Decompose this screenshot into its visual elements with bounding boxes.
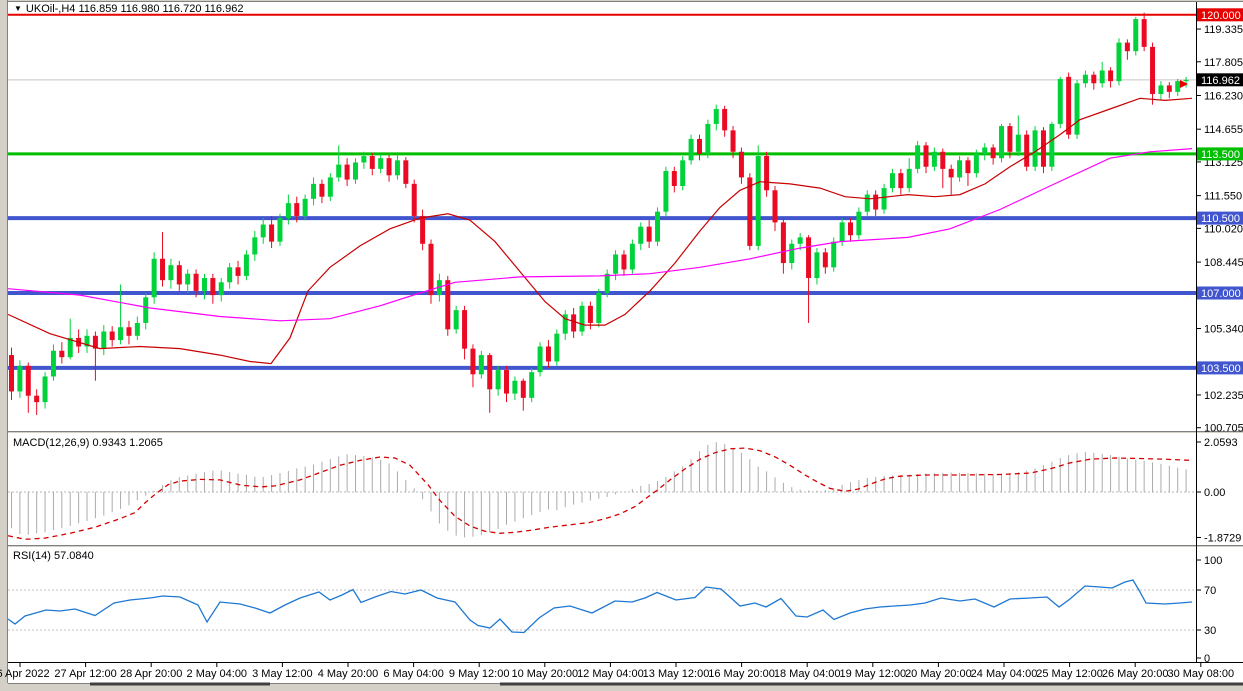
time-label: 26 May 20:00	[1102, 668, 1169, 680]
ma-fast-red-line	[8, 97, 1193, 365]
time-label: 28 Apr 20:00	[120, 668, 182, 680]
price-badge-text: 110.500	[1201, 213, 1240, 225]
time-scale-drag[interactable]	[8, 663, 1196, 682]
time-scale[interactable]: 26 Apr 2022 27 Apr 12:00 28 Apr 20:00 2 May…	[0, 663, 1234, 680]
rsi-line	[8, 579, 1193, 634]
price-badge-110.500	[1197, 211, 1243, 225]
time-label: 30 May 08:00	[1167, 668, 1234, 680]
main-price-panel	[8, 12, 1196, 415]
price-badge-text: 107.000	[1201, 288, 1241, 300]
price-badge-text: 113.500	[1201, 149, 1240, 161]
price-scale-label: 119.335	[1204, 24, 1243, 36]
time-label: 27 Apr 12:00	[54, 668, 116, 680]
symbol-dropdown-icon[interactable]: ▼	[14, 4, 22, 13]
time-label: 9 May 12:00	[449, 668, 510, 680]
time-label: 20 May 20:00	[905, 668, 972, 680]
price-scale-label: 111.550	[1204, 191, 1242, 203]
macd-indicator-label: MACD(12,26,9) 0.9343 1.2065	[13, 437, 163, 449]
main-chart-canvas[interactable]	[8, 2, 1196, 432]
time-label: 13 May 12:00	[643, 668, 710, 680]
price-badge-107.000	[1197, 286, 1243, 300]
macd-panel	[8, 442, 1196, 540]
price-scale[interactable]: 119.335117.805116.230114.655113.125111.5…	[1196, 8, 1243, 665]
current-price-arrow	[1180, 80, 1188, 88]
time-label: 18 May 04:00	[774, 668, 841, 680]
rsi-panel-canvas[interactable]	[8, 548, 1196, 662]
price-level-lines	[8, 13, 1196, 370]
rsi-scale-label: 30	[1204, 625, 1216, 637]
rsi-indicator-label: RSI(14) 57.0840	[13, 550, 94, 562]
macd-scale-label: -1.8729	[1204, 532, 1241, 544]
price-badge-text: 116.962	[1201, 75, 1240, 87]
price-badge-text: 103.500	[1201, 363, 1241, 375]
chart-title: ▼ UKOil-,H4 116.859 116.980 116.720 116.9…	[14, 3, 243, 16]
macd-signal-line	[8, 447, 1193, 540]
horizontal-scrollbar[interactable]	[8, 682, 1243, 686]
time-label: 16 May 20:00	[708, 668, 775, 680]
price-scale-label: 116.230	[1204, 90, 1243, 102]
macd-panel-canvas[interactable]	[8, 434, 1196, 545]
price-badge-103.500	[1197, 361, 1243, 375]
price-scale-label: 114.655	[1204, 124, 1243, 136]
time-label: 10 May 20:00	[511, 668, 578, 680]
price-scale-label: 110.020	[1204, 223, 1243, 235]
price-scale-label: 105.340	[1204, 324, 1243, 336]
time-label: 2 May 04:00	[187, 668, 248, 680]
price-scale-label: 102.235	[1204, 390, 1243, 402]
time-label: 12 May 04:00	[577, 668, 644, 680]
time-label: 26 Apr 2022	[0, 668, 50, 680]
ma-slow-magenta-line	[8, 148, 1193, 322]
price-badge-120.000	[1197, 8, 1243, 22]
rsi-scale-label: 100	[1204, 555, 1222, 567]
rsi-scale-label: 70	[1204, 585, 1216, 597]
time-label: 19 May 12:00	[839, 668, 906, 680]
time-label: 25 May 12:00	[1036, 668, 1103, 680]
price-scale-label: 100.705	[1204, 423, 1243, 435]
rsi-scale-label: 0	[1204, 653, 1210, 665]
price-scale-drag[interactable]	[1197, 0, 1243, 662]
rsi-panel	[8, 579, 1196, 634]
time-label: 4 May 20:00	[318, 668, 379, 680]
macd-scale-label: 0.00	[1204, 487, 1225, 499]
price-badge-113.500	[1197, 147, 1243, 161]
price-scale-label: 108.445	[1204, 257, 1243, 269]
price-badge-text: 120.000	[1201, 10, 1241, 22]
macd-scale-label: 2.0593	[1204, 437, 1238, 449]
time-label: 3 May 12:00	[252, 668, 313, 680]
time-label: 6 May 04:00	[383, 668, 444, 680]
time-label: 24 May 04:00	[971, 668, 1038, 680]
chart-title-text: UKOil-,H4 116.859 116.980 116.720 116.96…	[25, 3, 244, 15]
price-scale-label: 117.805	[1204, 57, 1243, 69]
price-badge-116.962	[1197, 73, 1243, 87]
